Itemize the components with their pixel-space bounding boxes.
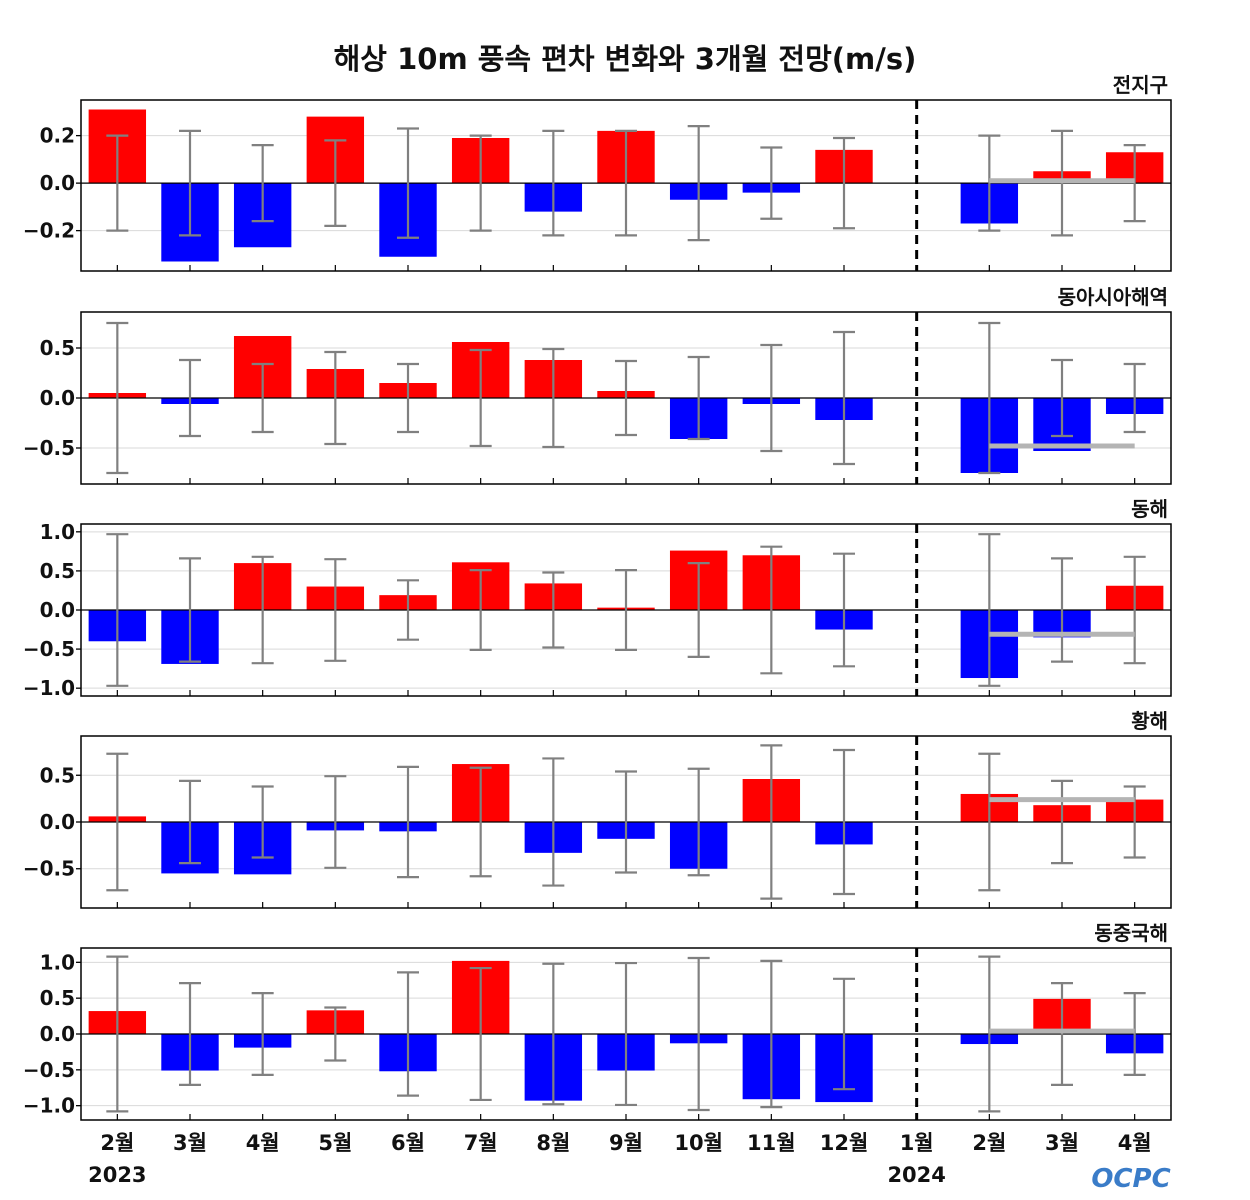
- y-tick-label: 0.0: [40, 171, 75, 195]
- x-axis-labels: 2월 3월 4월 5월 6월 7월 8월 9월 10월 11월 12월 1월 2월 3월 4월 2023 202…: [88, 1131, 1152, 1187]
- x-tick-label: 9월: [609, 1131, 643, 1155]
- x-tick-label: 11월: [747, 1131, 796, 1155]
- y-tick-label: 0.0: [40, 386, 75, 410]
- y-tick-label: 0.5: [40, 336, 75, 360]
- panel-region-title: 동아시아해역: [1058, 285, 1168, 309]
- ocpc-logo: OCPC: [1091, 1164, 1170, 1194]
- x-tick-label: 3월: [173, 1131, 207, 1155]
- year-label: 2023: [88, 1163, 146, 1187]
- y-tick-label: 0.5: [40, 986, 75, 1010]
- panel-content: [81, 955, 1171, 1113]
- chart-panel: 1.0 0.5 0.0 −0.5 −1.0 동해: [23, 497, 1172, 700]
- panel-content: [81, 109, 1171, 262]
- panel-content: [81, 744, 1171, 900]
- y-tick-label: 0.0: [40, 1022, 75, 1046]
- x-tick-label: 2월: [972, 1131, 1006, 1155]
- x-tick-label: 7월: [464, 1131, 498, 1155]
- y-tick-label: −0.5: [23, 637, 75, 661]
- y-tick-label: 0.2: [40, 124, 75, 148]
- panel-content: [81, 321, 1171, 475]
- y-tick-label: 0.0: [40, 598, 75, 622]
- panel-region-title: 전지구: [1113, 73, 1168, 97]
- x-tick-label: 5월: [318, 1131, 352, 1155]
- x-tick-label: 1월: [900, 1131, 934, 1155]
- y-tick-label: 0.5: [40, 559, 75, 583]
- x-tick-label: 4월: [1118, 1131, 1152, 1155]
- x-tick-label: 2월: [100, 1131, 134, 1155]
- year-label: 2024: [887, 1163, 945, 1187]
- x-tick-label: 4월: [246, 1131, 280, 1155]
- x-tick-label: 6월: [391, 1131, 425, 1155]
- panel-content: [81, 531, 1171, 689]
- y-tick-label: 1.0: [40, 950, 75, 974]
- y-tick-label: −1.0: [23, 1094, 75, 1118]
- chart-panel: 1.0 0.5 0.0 −0.5 −1.0 동중국해: [23, 921, 1172, 1121]
- panel-region-title: 동해: [1131, 497, 1168, 521]
- chart-panels: 0.2 0.0 −0.2 전지구 0.5 0.0 −0.5 동아시아해역 1.0 0.5 0.0 −0…: [23, 73, 1172, 1121]
- x-tick-label: 10월: [674, 1131, 723, 1155]
- x-tick-label: 8월: [536, 1131, 570, 1155]
- chart-panel: 0.5 0.0 −0.5 황해: [23, 709, 1172, 909]
- chart-panel: 0.2 0.0 −0.2 전지구: [23, 73, 1172, 272]
- chart-title: 해상 10m 풍속 편차 변화와 3개월 전망(m/s): [334, 42, 917, 76]
- y-tick-label: −0.5: [23, 857, 75, 881]
- panel-region-title: 동중국해: [1094, 921, 1168, 945]
- x-tick-label: 3월: [1045, 1131, 1079, 1155]
- y-tick-label: −0.5: [23, 436, 75, 460]
- x-tick-label: 12월: [820, 1131, 869, 1155]
- chart-panel: 0.5 0.0 −0.5 동아시아해역: [23, 285, 1172, 485]
- panel-region-title: 황해: [1131, 709, 1168, 733]
- y-tick-label: 0.5: [40, 763, 75, 787]
- y-tick-label: −0.2: [23, 219, 75, 243]
- y-tick-label: 0.0: [40, 810, 75, 834]
- y-tick-label: −1.0: [23, 676, 75, 700]
- y-tick-label: 1.0: [40, 520, 75, 544]
- y-tick-label: −0.5: [23, 1058, 75, 1082]
